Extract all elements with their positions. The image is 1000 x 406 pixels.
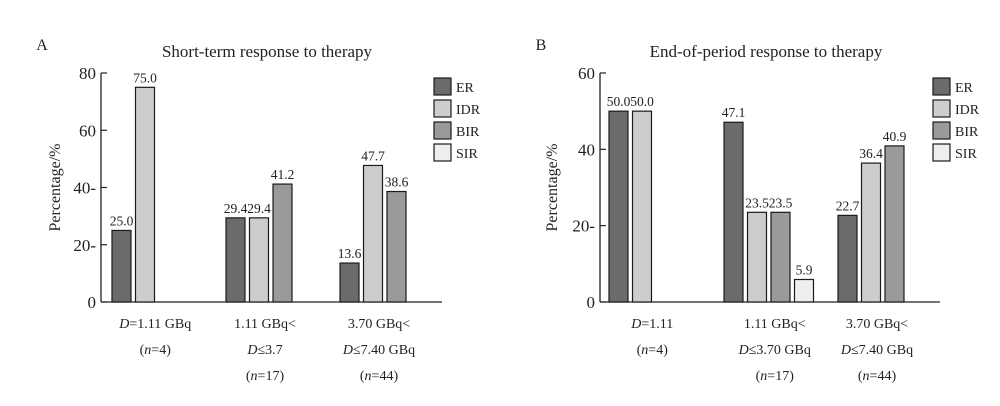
data-label: 36.4 — [859, 146, 883, 161]
x-category-label: 1.11 GBq< — [744, 317, 806, 332]
legend-swatch-bir — [433, 121, 452, 140]
data-label: 40.9 — [883, 129, 907, 144]
bar-sir — [793, 278, 815, 303]
x-category-label: D≤7.40 GBq — [840, 343, 913, 358]
x-category-label: D=1.11 — [630, 317, 673, 332]
y-tick-label: 60 — [578, 64, 595, 83]
x-category-label: D≤3.70 GBq — [738, 343, 811, 358]
bar-idr — [746, 211, 768, 303]
data-label: 29.4 — [247, 201, 271, 216]
legend-swatch-idr — [932, 99, 951, 118]
legend-swatch-er — [433, 77, 452, 96]
legend-label: SIR — [955, 147, 977, 162]
x-category-label: (n=44) — [360, 369, 399, 384]
data-label: 47.1 — [722, 105, 746, 120]
legend-swatch-sir — [932, 143, 951, 162]
legend-swatch-idr — [433, 99, 452, 118]
x-category-label: (n=4) — [140, 343, 172, 358]
y-axis-label: Percentage/% — [544, 144, 561, 232]
data-label: 50.0 — [607, 94, 631, 109]
data-label: 29.4 — [224, 201, 248, 216]
data-label: 38.6 — [385, 175, 409, 190]
legend-label: SIR — [456, 147, 478, 162]
data-label: 47.7 — [361, 148, 385, 163]
bar-bir — [884, 145, 905, 303]
x-category-label: D≤3.7 — [246, 343, 282, 358]
bar-idr — [362, 164, 384, 303]
bar-er — [225, 217, 246, 303]
panel-label: B — [536, 37, 547, 54]
bar-er — [339, 262, 360, 303]
x-category-label: 1.11 GBq< — [234, 317, 296, 332]
legend-label: IDR — [955, 103, 980, 118]
x-category-label: (n=4) — [637, 343, 669, 358]
y-tick-label: 40 — [578, 140, 595, 159]
bar-idr — [134, 86, 156, 303]
y-tick-label: 80 — [79, 64, 96, 83]
x-category-label: (n=17) — [246, 369, 285, 384]
data-label: 75.0 — [133, 70, 157, 85]
y-tick-label: 0 — [88, 293, 97, 312]
data-label: 13.6 — [338, 246, 362, 261]
legend-swatch-bir — [932, 121, 951, 140]
bar-bir — [272, 183, 293, 303]
legend-label: ER — [955, 81, 974, 96]
y-axis-label: Percentage/% — [47, 144, 64, 232]
bar-idr — [860, 162, 882, 303]
data-label: 5.9 — [796, 262, 813, 277]
data-label: 25.0 — [110, 213, 134, 228]
y-tick-label: 0 — [587, 293, 596, 312]
bar-bir — [770, 211, 791, 303]
legend-label: IDR — [456, 103, 481, 118]
x-category-label: 3.70 GBq< — [348, 317, 410, 332]
data-label: 23.5 — [745, 195, 769, 210]
chart-title: Short-term response to therapy — [162, 42, 373, 61]
data-label: 22.7 — [836, 198, 860, 213]
bar-er — [837, 214, 858, 303]
x-category-label: D=1.11 GBq — [118, 317, 191, 332]
bar-bir — [386, 190, 407, 303]
bar-idr — [631, 110, 653, 303]
data-label: 50.0 — [630, 94, 654, 109]
x-category-label: 3.70 GBq< — [846, 317, 908, 332]
legend-label: BIR — [456, 125, 480, 140]
y-tick-label: 20- — [73, 236, 96, 255]
panel-label: A — [36, 37, 48, 54]
bar-er — [723, 121, 744, 303]
x-category-label: (n=44) — [858, 369, 897, 384]
x-category-label: (n=17) — [756, 369, 795, 384]
bar-idr — [248, 217, 270, 303]
y-tick-label: 20- — [572, 217, 595, 236]
bar-er — [608, 110, 629, 303]
bar-er — [111, 229, 132, 303]
data-label: 41.2 — [271, 167, 295, 182]
data-label: 23.5 — [769, 195, 793, 210]
x-category-label: D≤7.40 GBq — [342, 343, 415, 358]
y-tick-label: 40- — [73, 179, 96, 198]
legend-label: ER — [456, 81, 475, 96]
y-tick-label: 60 — [79, 121, 96, 140]
chart-title: End-of-period response to therapy — [650, 42, 883, 61]
legend-swatch-sir — [433, 143, 452, 162]
legend-swatch-er — [932, 77, 951, 96]
legend-label: BIR — [955, 125, 979, 140]
